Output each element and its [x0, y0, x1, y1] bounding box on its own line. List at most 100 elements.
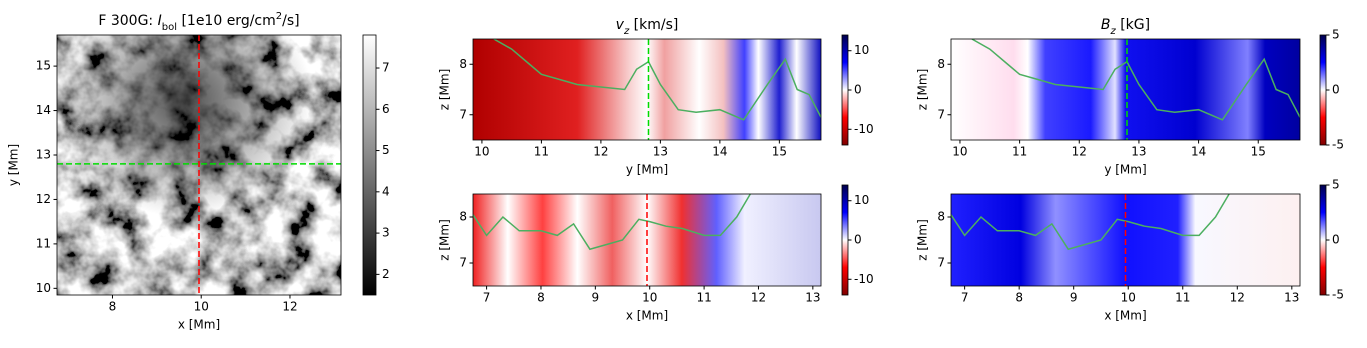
- title-part: v: [616, 17, 625, 33]
- x-tick-label: 11: [534, 145, 549, 159]
- x-axis-label: y [Mm]: [626, 163, 668, 177]
- x-tick-label: 7: [483, 291, 491, 305]
- y-axis-label: z [Mm]: [438, 219, 452, 261]
- plot-area: [473, 39, 821, 140]
- colorbar-tick-label: 7: [382, 61, 390, 75]
- x-tick-label: 13: [1131, 145, 1146, 159]
- image: [951, 39, 1300, 140]
- x-axis-label: x [Mm]: [1104, 309, 1146, 323]
- x-tick-label: 14: [712, 145, 727, 159]
- y-tick-label: 11: [36, 236, 51, 250]
- x-axis-label: x [Mm]: [178, 318, 220, 332]
- title-part: 2: [276, 11, 282, 22]
- colorbar: [841, 34, 849, 146]
- axes-frame: [56, 34, 342, 296]
- y-axis-label: z [Mm]: [916, 219, 930, 261]
- x-tick-label: 12: [751, 291, 766, 305]
- y-tick-label: 7: [937, 107, 945, 121]
- colorbar: [1319, 184, 1327, 296]
- chart-title: F 300G: Ibol [1e10 erg/cm2/s]: [98, 11, 299, 33]
- y-tick-label: 7: [459, 107, 467, 121]
- colorbar-tick-label: 0: [1332, 233, 1340, 247]
- y-axis-label: y [Mm]: [7, 144, 21, 186]
- title-part: z: [623, 26, 630, 37]
- contour-line: [971, 39, 1300, 121]
- y-tick-label: 14: [36, 103, 51, 117]
- y-axis-label: z [Mm]: [438, 69, 452, 111]
- x-tick-label: 7: [961, 291, 969, 305]
- colorbar-tick-label: -5: [1332, 288, 1344, 302]
- x-tick-label: 10: [474, 145, 489, 159]
- x-tick-label: 11: [1175, 291, 1190, 305]
- colorbar-tick-label: 10: [854, 43, 869, 57]
- title-part: F 300G:: [98, 13, 157, 29]
- colorbar-tick-label: 0: [854, 83, 862, 97]
- colorbar-tick-label: 5: [1332, 28, 1340, 42]
- chart-title: Bz [kG]: [1101, 17, 1150, 37]
- colorbar: [362, 34, 377, 296]
- chart-title: vz [km/s]: [616, 17, 679, 37]
- y-tick-label: 8: [937, 57, 945, 71]
- x-tick-label: 12: [1072, 145, 1087, 159]
- title-part: /s]: [282, 13, 299, 29]
- colorbar: [841, 184, 849, 296]
- colorbar-tick-label: 3: [382, 226, 390, 240]
- x-tick-label: 10: [194, 300, 209, 314]
- colorbar-tick-label: 0: [854, 233, 862, 247]
- contour-line: [473, 194, 751, 251]
- image: [473, 39, 821, 140]
- x-tick-label: 15: [772, 145, 787, 159]
- y-tick-label: 13: [36, 148, 51, 162]
- x-tick-label: 12: [1230, 291, 1245, 305]
- x-tick-label: 11: [1012, 145, 1027, 159]
- y-tick-label: 8: [937, 210, 945, 224]
- colorbar-tick-label: 0: [1332, 83, 1340, 97]
- colorbar-tick-label: -5: [1332, 138, 1344, 152]
- colorbar: [1319, 34, 1327, 146]
- plot-area: [57, 35, 341, 295]
- axes-frame: [472, 193, 822, 287]
- x-tick-label: 9: [592, 291, 600, 305]
- colorbar-tick-label: 2: [382, 267, 390, 281]
- title-part: bol: [162, 22, 177, 33]
- x-tick-label: 12: [593, 145, 608, 159]
- x-tick-label: 8: [109, 300, 117, 314]
- contour-line: [493, 39, 821, 121]
- plot-area: [473, 194, 821, 286]
- title-part: [1e10 erg/cm: [177, 13, 276, 29]
- y-tick-label: 7: [937, 256, 945, 270]
- colorbar-tick-label: 4: [382, 184, 390, 198]
- colorbar-tick-label: -10: [854, 122, 874, 136]
- axes-frame: [950, 38, 1301, 141]
- title-part: I: [158, 13, 162, 29]
- x-tick-label: 11: [696, 291, 711, 305]
- colorbar-tick-label: 6: [382, 102, 390, 116]
- x-axis-label: y [Mm]: [1104, 163, 1146, 177]
- y-tick-label: 12: [36, 192, 51, 206]
- x-tick-label: 13: [805, 291, 820, 305]
- x-tick-label: 8: [1015, 291, 1023, 305]
- y-axis-label: z [Mm]: [916, 69, 930, 111]
- title-part: B: [1101, 17, 1111, 33]
- y-tick-label: 15: [36, 59, 51, 73]
- x-tick-label: 10: [1121, 291, 1136, 305]
- x-axis-label: x [Mm]: [626, 309, 668, 323]
- plot-area: [951, 39, 1300, 140]
- x-tick-label: 10: [952, 145, 967, 159]
- axes-frame: [472, 38, 822, 141]
- x-tick-label: 8: [537, 291, 545, 305]
- x-tick-label: 13: [1284, 291, 1299, 305]
- contour-line: [951, 194, 1230, 251]
- axes-frame: [950, 193, 1301, 287]
- x-tick-label: 9: [1070, 291, 1078, 305]
- title-part: [km/s]: [629, 17, 678, 33]
- colorbar-tick-label: 10: [854, 193, 869, 207]
- y-tick-label: 10: [36, 281, 51, 295]
- y-tick-label: 8: [459, 57, 467, 71]
- x-tick-label: 14: [1191, 145, 1206, 159]
- title-part: [kG]: [1116, 17, 1150, 33]
- y-tick-label: 8: [459, 210, 467, 224]
- title-part: z: [1110, 26, 1117, 37]
- colorbar-tick-label: 5: [382, 143, 390, 157]
